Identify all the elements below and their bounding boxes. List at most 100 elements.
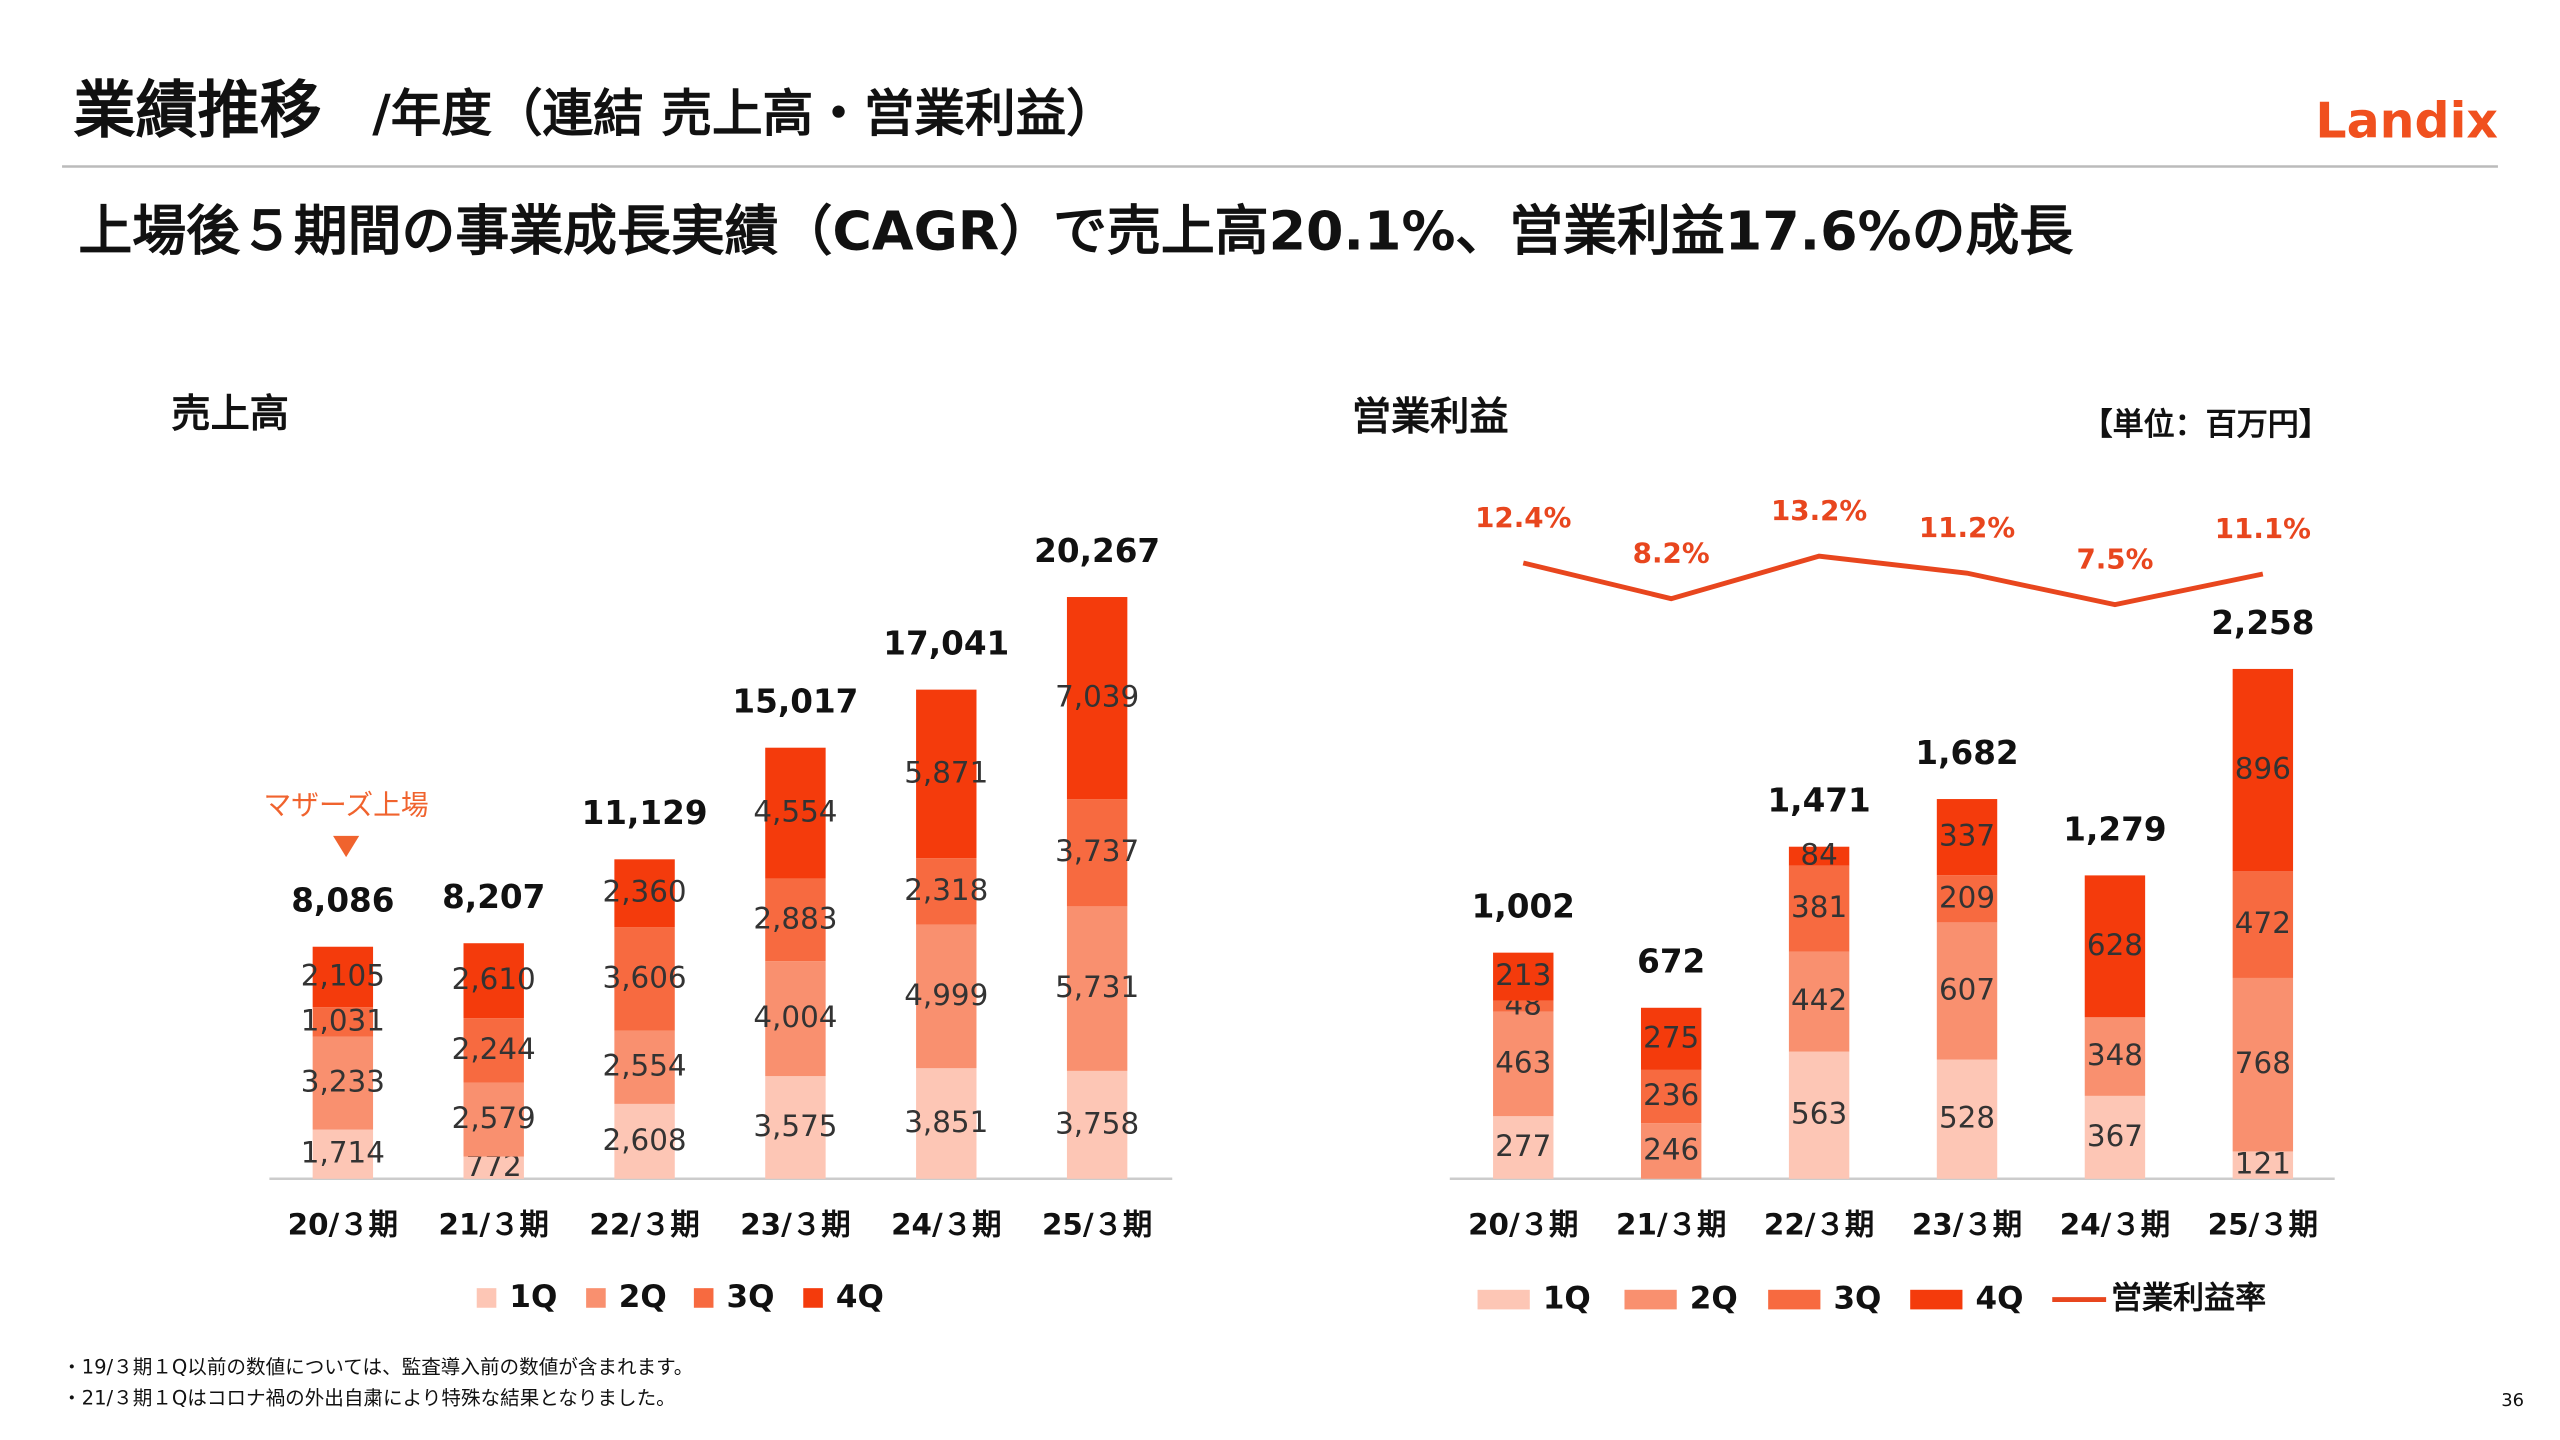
- margin-line: [1522, 553, 2264, 608]
- segment-label: 2,360: [603, 875, 687, 909]
- x-tick-label: 24/３期: [2060, 1208, 2170, 1242]
- legend-swatch: [1910, 1289, 1963, 1310]
- x-tick-label: 20/３期: [1468, 1208, 1578, 1242]
- page-number: 36: [2501, 1390, 2524, 1411]
- legend-swatch: [476, 1288, 497, 1308]
- bar-segment: [1066, 799, 1128, 907]
- segment-label: 213: [1495, 958, 1551, 992]
- bar-segment: [916, 924, 977, 1069]
- x-tick-label: 24/３期: [891, 1208, 1001, 1242]
- segment-label: 381: [1791, 890, 1847, 924]
- x-tick-label: 23/３期: [1912, 1208, 2022, 1242]
- segment-label: 442: [1791, 983, 1847, 1017]
- bar-segment: [1788, 1051, 1850, 1179]
- bar-segment: [1936, 1059, 1998, 1179]
- bar-segment: [765, 961, 826, 1077]
- segment-label: 1,714: [301, 1136, 385, 1170]
- bar-segment: [2084, 1017, 2146, 1096]
- bar-segment: [1640, 1007, 1702, 1070]
- annotation-arrow: [333, 835, 360, 858]
- total-label: 17,041: [883, 625, 1009, 663]
- x-tick-label: 23/３期: [740, 1208, 850, 1242]
- segment-label: 236: [1643, 1078, 1699, 1112]
- bar-segment: [916, 1068, 977, 1179]
- segment-label: 337: [1939, 819, 1995, 853]
- legend-label: 2Q: [1690, 1281, 1738, 1317]
- segment-label: 84: [1800, 838, 1837, 872]
- bar-segment: [463, 1156, 524, 1179]
- x-tick-label: 21/３期: [1616, 1208, 1726, 1242]
- bar-segment: [1066, 597, 1128, 800]
- legend-label: 3Q: [1833, 1281, 1881, 1317]
- bar-segment: [2232, 668, 2294, 872]
- segment-label: 563: [1791, 1097, 1847, 1131]
- legend-label: 1Q: [509, 1279, 557, 1315]
- x-tick-label: 25/３期: [1042, 1208, 1152, 1242]
- segment-label: 4,999: [904, 978, 988, 1012]
- segment-label: 4,004: [753, 1000, 837, 1034]
- bar-segment: [765, 878, 826, 962]
- title-main: 業績推移: [73, 73, 321, 146]
- bar-segment: [1788, 951, 1850, 1052]
- segment-label: 607: [1939, 972, 1995, 1006]
- bar-segment: [1936, 875, 1998, 923]
- segment-label: 768: [2235, 1046, 2291, 1080]
- bar-segment: [1640, 1123, 1702, 1179]
- total-label: 11,129: [582, 794, 708, 832]
- legend-swatch: [1624, 1289, 1677, 1310]
- segment-label: 5,731: [1055, 970, 1139, 1004]
- bar-segment: [2232, 977, 2294, 1152]
- bar-segment: [312, 1129, 374, 1179]
- bar-segment: [614, 859, 675, 928]
- x-tick-label: 20/３期: [288, 1208, 398, 1242]
- bar-segment: [463, 943, 524, 1019]
- bar-segment: [2084, 875, 2146, 1018]
- line-label: 8.2%: [1633, 537, 1710, 570]
- segment-label: 275: [1643, 1020, 1699, 1054]
- title-rest: /年度（連結 売上高・営業利益）: [372, 84, 1117, 143]
- bar-segment: [2232, 871, 2294, 978]
- line-label: 13.2%: [1771, 494, 1867, 527]
- bar-segment: [614, 927, 675, 1031]
- total-label: 2,258: [2211, 604, 2314, 642]
- bar-segment: [916, 858, 977, 925]
- segment-label: 3,575: [753, 1109, 837, 1143]
- x-tick-label: 22/３期: [1764, 1208, 1874, 1242]
- total-label: 672: [1637, 943, 1705, 981]
- bar-segment: [1493, 1116, 1554, 1179]
- bar-segment: [1066, 1070, 1128, 1179]
- total-label: 15,017: [732, 683, 858, 721]
- legend-swatch: [1768, 1289, 1821, 1310]
- segment-label: 3,606: [603, 960, 687, 994]
- total-label: 1,682: [1915, 734, 2018, 772]
- line-label: 11.2%: [1919, 511, 2015, 544]
- segment-label: 2,318: [904, 873, 988, 907]
- bar-segment: [463, 1018, 524, 1083]
- legend-label: 3Q: [727, 1279, 775, 1315]
- bar-segment: [312, 1036, 374, 1130]
- bar-segment: [1640, 1069, 1702, 1124]
- legend-label: 4Q: [836, 1279, 884, 1315]
- segment-label: 463: [1495, 1045, 1551, 1079]
- bar-segment: [312, 946, 374, 1008]
- chart-title: 営業利益: [1352, 395, 1509, 440]
- legend-label: 1Q: [1543, 1281, 1591, 1317]
- total-label: 20,267: [1034, 532, 1160, 570]
- bar-segment: [614, 1103, 675, 1179]
- segment-label: 7,039: [1055, 680, 1139, 714]
- segment-label: 367: [2087, 1119, 2143, 1153]
- total-label: 1,471: [1767, 782, 1870, 820]
- bar-segment: [2084, 1095, 2146, 1179]
- total-label: 1,002: [1472, 888, 1575, 926]
- segment-label: 2,105: [301, 958, 385, 992]
- annotation: マザーズ上場: [264, 789, 429, 822]
- segment-label: 1,031: [301, 1003, 385, 1037]
- segment-label: 209: [1939, 880, 1995, 914]
- bar-segment: [1493, 1011, 1554, 1117]
- segment-label: 2,610: [452, 962, 536, 996]
- unit-label: 【単位：百万円】: [2082, 407, 2330, 443]
- legend-swatch: [586, 1288, 606, 1308]
- bar-segment: [1936, 799, 1998, 876]
